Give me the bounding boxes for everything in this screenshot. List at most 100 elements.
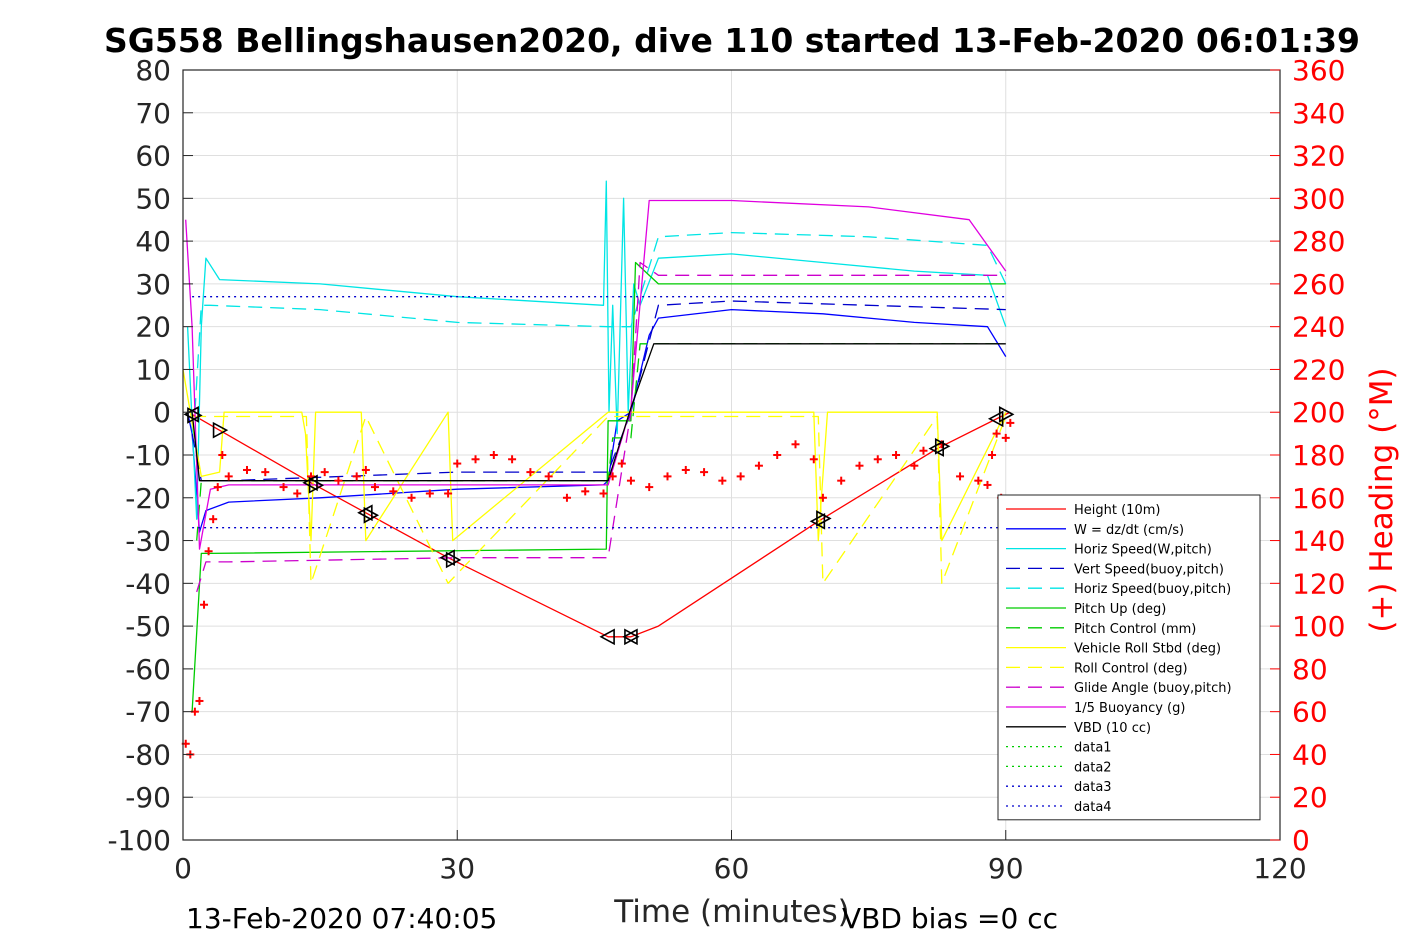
legend-label: Height (10m) — [1074, 503, 1160, 518]
footer-timestamp: 13-Feb-2020 07:40:05 — [186, 902, 497, 935]
heading-point — [873, 455, 882, 464]
heading-point — [663, 472, 672, 481]
left-tick-label: 70 — [135, 97, 171, 130]
heading-point — [209, 515, 218, 524]
event-marker-triangle-left — [599, 628, 615, 646]
marker-layer — [181, 406, 1015, 759]
right-tick-label: 60 — [1292, 696, 1328, 729]
left-tick-label: 40 — [135, 225, 171, 258]
heading-point — [407, 493, 416, 502]
heading-point — [562, 493, 571, 502]
event-marker-triangle-right — [816, 510, 832, 527]
heading-point — [818, 493, 827, 502]
x-tick-label: 90 — [988, 852, 1024, 885]
legend-label: W = dz/dt (cm/s) — [1074, 523, 1184, 538]
x-axis: 0 30 60 90 120 — [174, 830, 1307, 885]
event-marker-triangle-right — [624, 628, 640, 646]
heading-point — [919, 446, 928, 455]
heading-point — [681, 465, 690, 474]
left-tick-label: -90 — [125, 781, 171, 814]
left-tick-label: -100 — [107, 824, 171, 857]
right-tick-label: 360 — [1292, 54, 1345, 87]
heading-point — [773, 451, 782, 459]
heading-point — [581, 487, 590, 496]
left-tick-label: -30 — [125, 525, 171, 558]
heading-point — [526, 468, 535, 477]
event-marker-triangle-right — [212, 421, 229, 439]
x-tick-label: 120 — [1253, 852, 1306, 885]
heading-point — [195, 696, 204, 705]
heading-point — [809, 455, 818, 464]
right-tick-label: 20 — [1292, 781, 1328, 814]
heading-point — [293, 489, 302, 498]
legend-label: data3 — [1074, 780, 1112, 795]
x-axis-label: Time (minutes) — [613, 894, 849, 930]
x-tick-label: 60 — [714, 852, 750, 885]
left-tick-label: 60 — [135, 140, 171, 173]
series-line-7 — [182, 369, 1007, 542]
heading-point — [626, 476, 635, 485]
heading-point — [279, 483, 288, 492]
left-tick-label: 0 — [153, 396, 171, 429]
heading-point — [489, 451, 498, 459]
right-tick-label: 200 — [1292, 396, 1345, 429]
legend-label: 1/5 Buoyancy (g) — [1074, 701, 1185, 716]
legend-label: Pitch Control (mm) — [1074, 622, 1196, 637]
heading-point — [334, 476, 343, 485]
heading-point — [242, 465, 251, 474]
heading-point — [444, 489, 453, 498]
right-tick-label: 120 — [1292, 567, 1345, 600]
heading-point — [1006, 418, 1015, 427]
heading-point — [855, 461, 864, 470]
heading-point — [956, 472, 965, 481]
left-tick-label: -70 — [125, 696, 171, 729]
x-tick-label: 0 — [174, 852, 192, 885]
heading-point — [213, 483, 222, 492]
right-tick-label: 320 — [1292, 140, 1345, 173]
event-marker-triangle-right — [998, 406, 1015, 423]
heading-point — [718, 476, 727, 485]
heading-point — [617, 459, 626, 468]
legend-label: Roll Control (deg) — [1074, 661, 1188, 676]
heading-point — [983, 480, 992, 489]
heading-point — [224, 472, 233, 481]
left-tick-label: 20 — [135, 311, 171, 344]
left-tick-label: 80 — [135, 54, 171, 87]
right-tick-label: 220 — [1292, 353, 1345, 386]
series-line-1 — [186, 308, 1007, 533]
legend-label: Pitch Up (deg) — [1074, 602, 1166, 617]
series-line-2 — [186, 180, 1007, 520]
right-tick-label: 0 — [1292, 824, 1310, 857]
legend-label: Vehicle Roll Stbd (deg) — [1074, 642, 1221, 657]
heading-point — [200, 600, 209, 609]
series-line-4 — [194, 231, 1007, 413]
heading-point — [204, 547, 213, 556]
right-tick-label: 300 — [1292, 182, 1345, 215]
right-tick-label: 160 — [1292, 482, 1345, 515]
right-tick-label: 40 — [1292, 738, 1328, 771]
series-line-11 — [191, 343, 1006, 482]
heading-point — [218, 451, 227, 459]
heading-point — [791, 440, 800, 449]
right-tick-label: 280 — [1292, 225, 1345, 258]
right-tick-label: 80 — [1292, 653, 1328, 686]
series-line-5 — [191, 261, 1006, 712]
legend: Height (10m) W = dz/dt (cm/s) Horiz Speed(… — [997, 494, 1261, 821]
heading-point — [370, 483, 379, 492]
right-tick-label: 180 — [1292, 439, 1345, 472]
footer-vbd-bias: VBD bias =0 cc — [842, 902, 1058, 935]
left-axis: 80 70 60 50 40 30 20 10 0 -10 -20 -30 -40 -50 -60 -70 -8… — [107, 54, 193, 857]
heading-point — [700, 468, 709, 477]
right-tick-label: 340 — [1292, 97, 1345, 130]
heading-point — [736, 472, 745, 481]
left-tick-label: -40 — [125, 567, 171, 600]
heading-point — [352, 472, 361, 481]
heading-point — [508, 455, 517, 464]
series-line-8 — [192, 415, 1007, 584]
heading-point — [320, 468, 329, 477]
legend-label: data1 — [1074, 741, 1112, 756]
heading-point — [261, 468, 270, 477]
right-tick-label: 100 — [1292, 610, 1345, 643]
left-tick-label: -20 — [125, 482, 171, 515]
